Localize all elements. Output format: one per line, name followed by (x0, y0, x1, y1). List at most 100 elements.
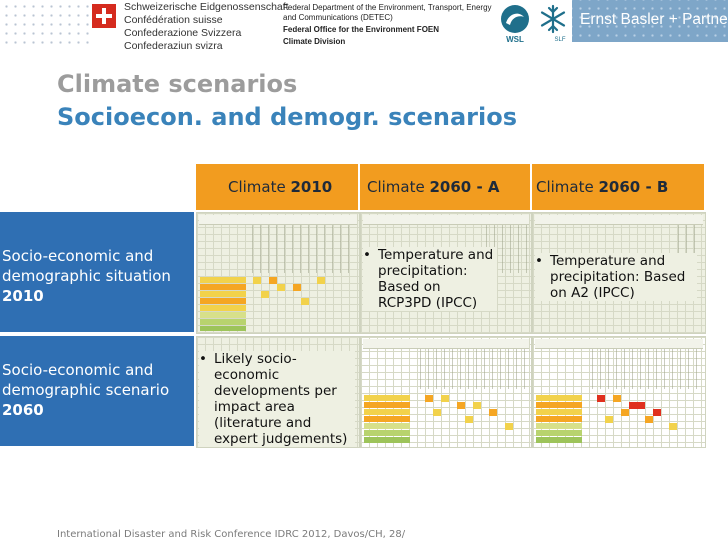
row-header-label: Socio-economic and demographic scenario … (0, 360, 194, 420)
department-name: Federal Department of the Environment, T… (283, 3, 492, 22)
row-header-text: Socio-economic and demographic situation (2, 247, 171, 285)
column-header-year: 2010 (290, 178, 333, 196)
header-dot-pattern (0, 0, 92, 48)
matrix-row-label (200, 277, 246, 283)
confed-line-fr: Confédération suisse (124, 14, 223, 26)
column-header-climate-2010: Climate 2010 (196, 164, 358, 210)
matrix-row-label (200, 326, 246, 331)
slf-snowflake-logo-icon: SLF (540, 4, 566, 43)
company-banner-dots (572, 0, 728, 42)
row-header-scenario-2060: Socio-economic and demographic scenario … (0, 336, 194, 446)
wsl-logo-icon: WSL (501, 5, 529, 43)
matrix-cell (645, 416, 653, 423)
column-header-label: Climate 2060 - B (536, 178, 668, 196)
matrix-cell (301, 298, 309, 305)
row-header-label: Socio-economic and demographic situation… (0, 246, 194, 306)
matrix-row-label (364, 423, 410, 429)
slide-title-line1: Climate scenarios (57, 70, 298, 98)
bullet-list-socioeconomic: Likely socio-economic developments per i… (199, 351, 355, 447)
matrix-cell (489, 409, 497, 416)
bullet-item: Likely socio-economic developments per i… (199, 351, 355, 447)
column-header-prefix: Climate (367, 178, 430, 196)
matrix-row-label (536, 402, 582, 408)
thumbnail-header (535, 215, 703, 225)
bullet-list-2060a: Temperature and precipitation: Based on … (363, 247, 497, 311)
impact-matrix-thumbnail-2060a (360, 336, 532, 448)
impact-matrix-thumbnail-2060a-faded: Temperature and precipitation: Based on … (360, 212, 532, 334)
thumbnail-header (199, 215, 357, 225)
matrix-row-label (364, 395, 410, 401)
matrix-row-label (200, 298, 246, 304)
confed-line-it: Confederazione Svizzera (124, 27, 242, 39)
row-header-text: Socio-economic and demographic scenario (2, 361, 170, 399)
thumbnail-header (363, 215, 529, 225)
thumbnail-header (535, 339, 703, 349)
matrix-row-label (536, 437, 582, 443)
row-header-situation-2010: Socio-economic and demographic situation… (0, 212, 194, 332)
matrix-cell (637, 402, 645, 409)
matrix-row-label (536, 409, 582, 415)
impact-matrix-thumbnail-2060b (532, 336, 706, 448)
column-header-label: Climate 2060 - A (367, 178, 500, 196)
matrix-cell (269, 277, 277, 284)
matrix-cell (317, 277, 325, 284)
bullet-list-2060b: Temperature and precipitation: Based on … (535, 253, 697, 301)
swiss-cross-logo-icon (92, 4, 116, 28)
matrix-row-label (536, 430, 582, 436)
matrix-row-label (200, 284, 246, 290)
matrix-cell (653, 409, 661, 416)
matrix-row-label (536, 395, 582, 401)
company-name: Ernst Basler + Partner (580, 11, 728, 28)
matrix-cell (621, 409, 629, 416)
row-header-year: 2060 (2, 401, 44, 419)
header-band: Schweizerische Eidgenossenschaft Confédé… (0, 0, 728, 52)
thumbnail-column-labels (415, 349, 527, 389)
matrix-row-label (200, 319, 246, 325)
matrix-cell (441, 395, 449, 402)
matrix-row-label (536, 423, 582, 429)
matrix-cell (613, 395, 621, 402)
matrix-row-label (536, 416, 582, 422)
matrix-row-label (364, 409, 410, 415)
column-header-prefix: Climate (228, 178, 291, 196)
matrix-row-label (364, 430, 410, 436)
office-name: Federal Office for the Environment FOEN (283, 25, 440, 34)
footer-text: International Disaster and Risk Conferen… (57, 529, 406, 540)
confederation-name: Schweizerische Eidgenossenschaft Confédé… (124, 1, 289, 53)
confed-line-rm: Confederaziun svizra (124, 40, 223, 52)
column-header-prefix: Climate (536, 178, 599, 196)
impact-matrix-thumbnail-2010-scenario-faded: Likely socio-economic developments per i… (196, 336, 360, 448)
matrix-cell (433, 409, 441, 416)
impact-matrix-thumbnail-2060b-faded: Temperature and precipitation: Based on … (532, 212, 706, 334)
matrix-cell (457, 402, 465, 409)
matrix-cell (425, 395, 433, 402)
matrix-cell (253, 277, 261, 284)
matrix-cell (293, 284, 301, 291)
column-header-climate-2060-b: Climate 2060 - B (532, 164, 704, 210)
column-header-year: 2060 - A (429, 178, 500, 196)
thumbnail-header (363, 339, 529, 349)
thumbnail-column-labels (247, 225, 355, 273)
slf-logo-text: SLF (554, 37, 565, 43)
matrix-row-label (364, 402, 410, 408)
division-name: Climate Division (283, 37, 346, 46)
matrix-cell (277, 284, 285, 291)
bullet-item: Temperature and precipitation: Based on … (363, 247, 497, 311)
matrix-cell (605, 416, 613, 423)
slide-title-line2: Socioecon. and demogr. scenarios (57, 103, 518, 131)
confed-line-de: Schweizerische Eidgenossenschaft (124, 1, 289, 13)
row-header-year: 2010 (2, 287, 44, 305)
department-info: Federal Department of the Environment, T… (283, 3, 503, 47)
matrix-row-label (200, 291, 246, 297)
bullet-item: Temperature and precipitation: Based on … (535, 253, 697, 301)
matrix-row-label (364, 416, 410, 422)
matrix-row-label (364, 437, 410, 443)
wsl-logo-text: WSL (506, 35, 524, 43)
matrix-cell (261, 291, 269, 298)
matrix-row-label (200, 305, 246, 311)
thumbnail-column-labels (587, 349, 701, 389)
matrix-cell (465, 416, 473, 423)
matrix-cell (473, 402, 481, 409)
company-banner: Ernst Basler + Partner (572, 0, 728, 42)
matrix-cell (669, 423, 677, 430)
